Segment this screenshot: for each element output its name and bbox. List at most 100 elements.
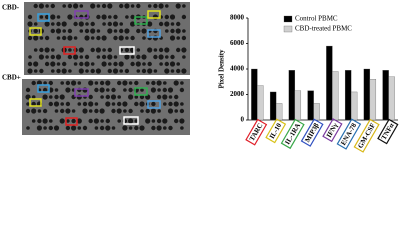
spot <box>38 3 45 9</box>
spot <box>124 54 130 60</box>
spot <box>42 118 48 124</box>
y-axis-label: Pixel Density <box>218 49 226 89</box>
spot <box>125 36 129 40</box>
x-tick-label: IL-1RA <box>283 122 302 146</box>
spot <box>67 35 73 41</box>
spot <box>60 108 65 114</box>
spot <box>122 80 128 86</box>
spot <box>156 118 162 124</box>
spot <box>136 69 141 73</box>
spot <box>27 35 33 41</box>
spot <box>139 94 145 100</box>
spot <box>90 3 96 9</box>
spot <box>42 94 48 100</box>
spot <box>79 61 84 67</box>
spot <box>39 15 44 19</box>
spot <box>25 87 31 93</box>
bar <box>275 103 283 121</box>
spot <box>119 69 123 73</box>
spot <box>139 101 145 107</box>
bar <box>363 68 371 121</box>
spot <box>142 62 146 66</box>
legend-label: Control PBMC <box>295 15 338 23</box>
spot <box>31 101 36 107</box>
spot <box>158 54 164 60</box>
spot <box>82 101 88 107</box>
spot <box>140 88 144 92</box>
spot <box>102 22 106 26</box>
spot <box>31 119 36 123</box>
spot <box>151 80 156 86</box>
spot <box>128 87 133 93</box>
spot <box>33 69 38 73</box>
spot <box>101 61 107 67</box>
spot <box>107 54 113 60</box>
spot <box>27 61 33 67</box>
spot <box>105 101 111 107</box>
spot <box>128 126 133 130</box>
spot <box>61 68 67 74</box>
spot <box>90 68 95 74</box>
spot <box>130 61 135 67</box>
spot <box>60 102 64 106</box>
spot <box>176 62 180 66</box>
spot <box>79 4 84 8</box>
spot <box>96 55 101 59</box>
spot <box>145 118 151 124</box>
spot <box>158 3 164 9</box>
spot <box>44 47 50 53</box>
spot <box>130 14 135 20</box>
spot <box>66 119 70 123</box>
spot <box>27 68 33 74</box>
highlight-box <box>147 10 161 19</box>
spot <box>56 68 61 74</box>
spot <box>134 119 139 123</box>
spot <box>167 87 174 93</box>
spot <box>147 4 152 8</box>
spot <box>128 81 133 85</box>
legend-swatch <box>283 25 293 33</box>
y-tick-label: 6000 <box>230 39 245 47</box>
spot <box>65 108 71 114</box>
x-tick-label-box <box>336 118 362 150</box>
spot <box>130 21 136 27</box>
spot <box>33 35 39 41</box>
spot <box>88 118 93 124</box>
spot <box>56 15 61 19</box>
spot <box>182 55 186 59</box>
spot <box>141 28 147 34</box>
spot <box>128 108 133 114</box>
blot-panel: CBD- CBD+ <box>2 2 190 135</box>
y-tick-label: 2000 <box>230 90 245 98</box>
x-tick-label-box <box>322 118 343 143</box>
spot <box>78 47 84 53</box>
spot <box>61 35 67 41</box>
spot <box>168 125 173 131</box>
spot <box>141 54 147 60</box>
spot <box>130 35 135 41</box>
spot <box>130 55 135 59</box>
spot <box>119 28 124 34</box>
spot <box>73 36 78 40</box>
spot <box>61 21 67 27</box>
spot <box>181 47 187 53</box>
x-tick-label-box <box>280 118 305 150</box>
y-tick-label: 8000 <box>230 14 245 22</box>
spot <box>94 126 99 130</box>
spot <box>96 29 101 33</box>
spot <box>122 101 128 107</box>
spot <box>108 62 112 66</box>
spot <box>77 126 82 130</box>
spot <box>136 48 141 52</box>
spot <box>77 102 82 106</box>
spot <box>85 69 89 73</box>
spot <box>54 109 59 113</box>
spot <box>67 3 73 9</box>
spot <box>147 47 153 53</box>
spot <box>180 81 184 85</box>
spot <box>170 54 175 60</box>
spot <box>147 21 153 27</box>
spot <box>88 80 94 86</box>
spot <box>124 47 130 53</box>
spot <box>31 80 36 86</box>
